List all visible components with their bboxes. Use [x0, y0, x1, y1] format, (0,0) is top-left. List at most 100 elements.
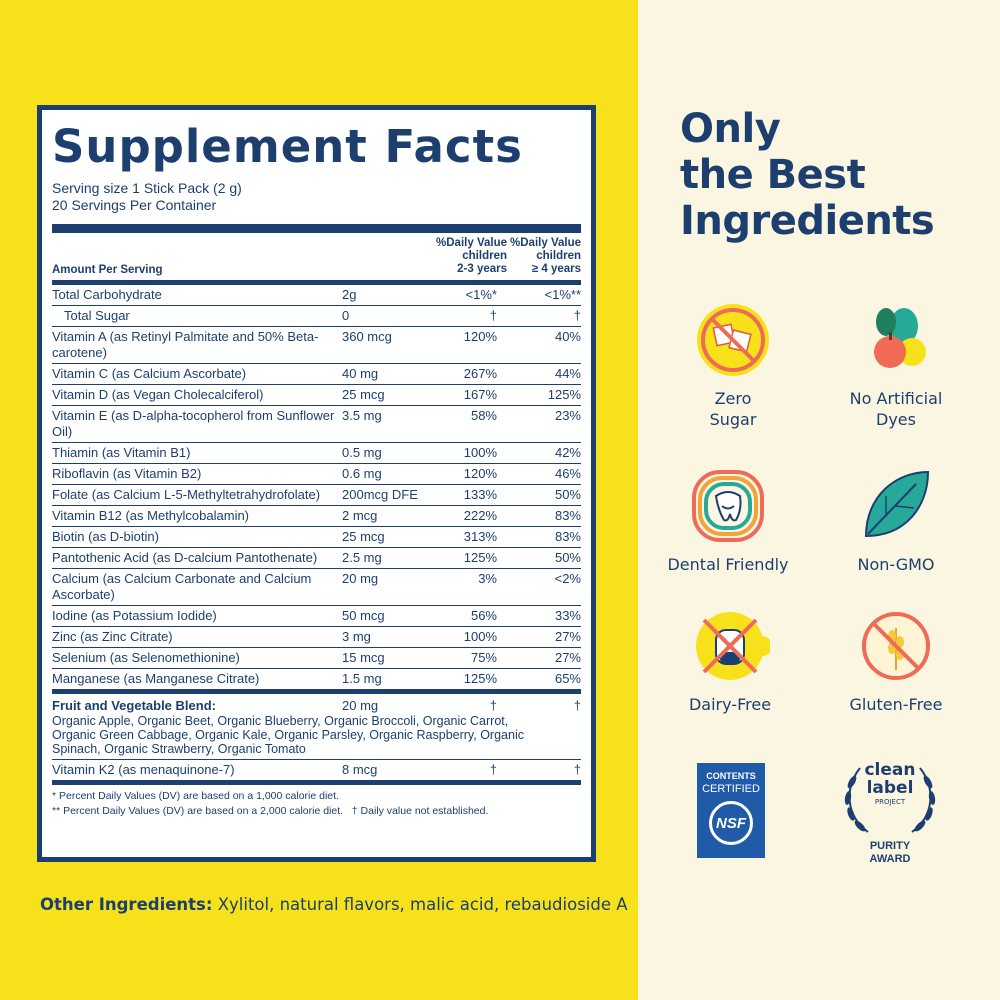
no-sugar-icon: [693, 300, 773, 380]
dv-header-col2: %Daily Value children ≥ 4 years: [507, 237, 581, 276]
nutrient-amount: 15 mcg: [342, 649, 385, 665]
nutrient-row: Vitamin B12 (as Methylcobalamin) 2 mcg 222…: [52, 506, 581, 527]
nutrient-row: Vitamin C (as Calcium Ascorbate) 40 mg 267…: [52, 364, 581, 385]
nutrient-name: Folate (as Calcium L-5-Methyltetrahydrof…: [52, 486, 321, 502]
nutrient-amount: 2 mcg: [342, 507, 378, 523]
feature-label: Zero Sugar: [658, 388, 808, 430]
nutrient-amount: 2g: [342, 286, 357, 302]
dv-col2-line1: %Daily Value: [510, 236, 581, 249]
nutrient-row: Zinc (as Zinc Citrate) 3 mg 100% 27%: [52, 627, 581, 648]
nutrient-amount: 3.5 mg: [342, 407, 382, 423]
feature-zero-sugar: Zero Sugar: [658, 300, 808, 430]
nutrient-dv-4-plus: 125%: [547, 386, 581, 402]
nutrient-dv-4-plus: 50%: [554, 486, 581, 502]
other-ingredients-label: Other Ingredients:: [40, 895, 213, 914]
clean-label-line5: AWARD: [869, 853, 911, 865]
nsf-line2: CERTIFIED: [702, 783, 760, 795]
nutrient-dv-4-plus: 44%: [554, 365, 581, 381]
nsf-mark: NSF: [716, 814, 746, 832]
clean-label-line4: PURITY: [869, 840, 911, 852]
feature-label: Non-GMO: [821, 554, 971, 575]
nutrient-rows: Total Carbohydrate 2g <1%* <1%** Total Sugar…: [52, 285, 581, 689]
nutrient-amount: 50 mcg: [342, 607, 385, 623]
nutrient-dv-4-plus: 65%: [554, 670, 581, 686]
dv-col2-line3: ≥ 4 years: [531, 262, 581, 275]
blend-dv1: †: [489, 697, 497, 713]
feature-label-line: Dental Friendly: [667, 555, 789, 574]
feature-dental-friendly: Dental Friendly: [653, 466, 803, 575]
nutrient-name: Vitamin D (as Vegan Cholecalciferol): [52, 386, 264, 402]
footnote-1: * Percent Daily Values (DV) are based on…: [52, 789, 339, 802]
nutrient-dv-2-3: 125%: [463, 549, 497, 565]
dv-col1-line2: children: [462, 249, 507, 262]
nutrient-amount: 0.6 mg: [342, 465, 382, 481]
nutrient-row: Manganese (as Manganese Citrate) 1.5 mg 12…: [52, 669, 581, 689]
nutrient-dv-2-3: 167%: [463, 386, 497, 402]
nutrient-name: Total Carbohydrate: [52, 286, 162, 302]
divider-medium: [52, 688, 581, 694]
clean-label-purity-award-badge: clean label PROJECT PURITY AWARD: [838, 760, 942, 868]
nutrient-amount: 20 mg: [342, 570, 379, 586]
nutrient-row: Calcium (as Calcium Carbonate and Calciu…: [52, 569, 581, 606]
k2-dv1: †: [489, 761, 497, 777]
blend-header: Fruit and Vegetable Blend: 20 mg † †: [52, 698, 581, 714]
nutrient-dv-4-plus: 40%: [554, 328, 581, 344]
headline-line3: Ingredients: [680, 198, 935, 244]
nutrient-dv-2-3: 75%: [470, 649, 497, 665]
amount-per-serving-header: Amount Per Serving: [52, 263, 163, 276]
feature-no-artificial-dyes: No Artificial Dyes: [821, 300, 971, 430]
nutrient-name: Vitamin C (as Calcium Ascorbate): [52, 365, 247, 381]
nutrient-name: Vitamin E (as D-alpha-tocopherol from Su…: [52, 407, 335, 439]
feature-label: No Artificial Dyes: [821, 388, 971, 430]
feature-label-line: Gluten-Free: [849, 695, 943, 714]
other-ingredients: Other Ingredients: Xylitol, natural flav…: [40, 895, 628, 914]
nutrient-name: Iodine (as Potassium Iodide): [52, 607, 217, 623]
fruit-vegetable-blend: Fruit and Vegetable Blend: 20 mg † † Org…: [52, 694, 581, 760]
clean-label-line2: label: [866, 778, 914, 798]
divider-thick: [52, 223, 581, 233]
nutrient-name: Zinc (as Zinc Citrate): [52, 628, 173, 644]
vitamin-k2-row: Vitamin K2 (as menaquinone-7) 8 mcg † †: [52, 760, 581, 780]
nutrient-amount: 25 mcg: [342, 386, 385, 402]
feature-label-line: Zero: [714, 389, 752, 408]
nutrient-dv-4-plus: <2%: [554, 570, 581, 586]
nutrient-dv-2-3: 100%: [463, 628, 497, 644]
servings-per-container: 20 Servings Per Container: [52, 196, 217, 213]
headline-line2: the Best: [680, 152, 866, 198]
nutrient-amount: 360 mcg: [342, 328, 392, 344]
nutrient-row: Riboflavin (as Vitamin B2) 0.6 mg 120% 46%: [52, 464, 581, 485]
facts-header: Amount Per Serving %Daily Value children…: [52, 233, 581, 280]
blend-dv2: †: [573, 697, 581, 713]
dv-col2-line2: children: [536, 249, 581, 262]
nutrient-dv-2-3: 100%: [463, 444, 497, 460]
nutrient-dv-2-3: 313%: [463, 528, 497, 544]
feature-non-gmo: Non-GMO: [821, 466, 971, 575]
produce-icon: [856, 300, 936, 380]
nutrient-dv-4-plus: 27%: [554, 649, 581, 665]
headline: Only the Best Ingredients: [680, 106, 935, 244]
nutrient-dv-4-plus: 27%: [554, 628, 581, 644]
k2-name: Vitamin K2 (as menaquinone-7): [52, 761, 235, 777]
feature-label-line: Dyes: [876, 410, 916, 429]
nutrient-row: Folate (as Calcium L-5-Methyltetrahydrof…: [52, 485, 581, 506]
feature-label-line: No Artificial: [849, 389, 943, 408]
nutrient-name: Calcium (as Calcium Carbonate and Calciu…: [52, 570, 312, 602]
nutrient-row: Vitamin D (as Vegan Cholecalciferol) 25 m…: [52, 385, 581, 406]
nutrient-row: Total Sugar 0 † †: [52, 306, 581, 327]
supplement-facts-panel: Supplement Facts Serving size 1 Stick Pa…: [37, 105, 596, 862]
nutrient-dv-4-plus: 33%: [554, 607, 581, 623]
nutrient-dv-2-3: 58%: [470, 407, 497, 423]
footnotes: * Percent Daily Values (DV) are based on…: [52, 789, 581, 819]
nsf-logo-icon: NSF: [709, 801, 753, 845]
blend-amount: 20 mg: [342, 697, 379, 713]
laurel-wreath-icon: [844, 767, 936, 833]
nutrient-dv-4-plus: 46%: [554, 465, 581, 481]
nutrient-dv-2-3: 133%: [463, 486, 497, 502]
nutrient-name: Vitamin A (as Retinyl Palmitate and 50% …: [52, 328, 319, 360]
nutrient-name: Manganese (as Manganese Citrate): [52, 670, 260, 686]
nsf-contents-certified-badge: CONTENTS CERTIFIED NSF: [697, 763, 765, 858]
footnote-2: ** Percent Daily Values (DV) are based o…: [52, 804, 489, 817]
blend-contents: Organic Apple, Organic Beet, Organic Blu…: [52, 713, 524, 756]
no-dairy-icon: [690, 606, 772, 686]
nutrient-row: Iodine (as Potassium Iodide) 50 mcg 56% 33%: [52, 606, 581, 627]
